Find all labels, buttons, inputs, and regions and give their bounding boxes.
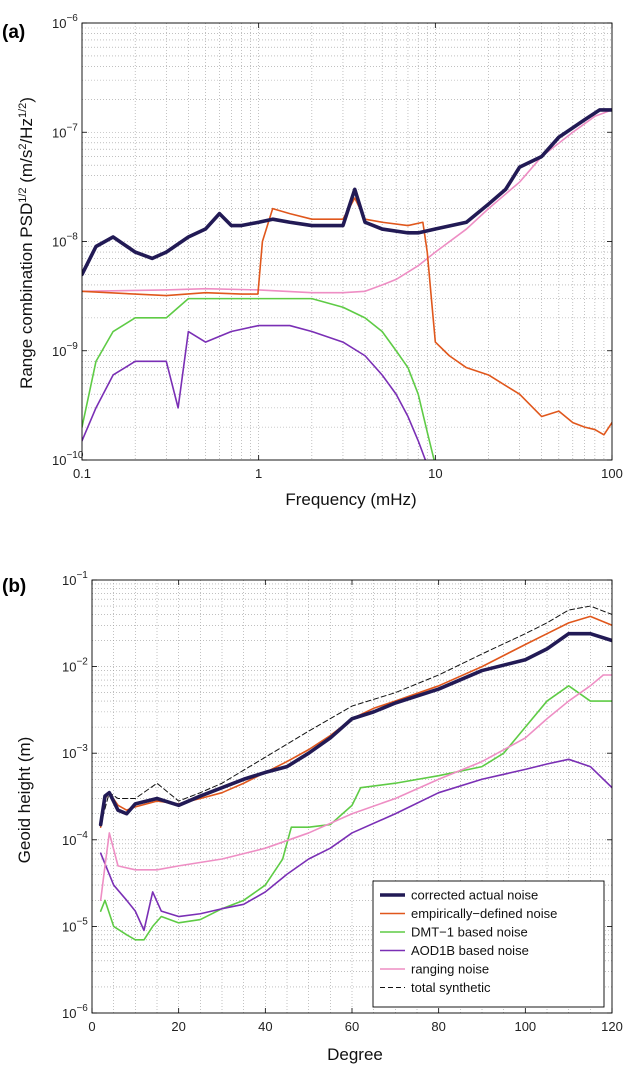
series-line-aod [99,758,612,932]
legend-label-dmt: DMT−1 based noise [411,925,528,940]
panel-a-x-tick-labels: 0.1 1 10 100 [73,23,623,481]
panel-a: (a) 0.1 1 10 100 10−10 10−9 10−8 10−7 10−6 Freq… [2,13,623,509]
legend-label-corrected: corrected actual noise [411,888,538,903]
y-tick-label: 10−4 [62,830,88,848]
panel-b-label: (b) [2,576,26,597]
series-line-empirical [99,615,612,828]
panel-a-y-axis-label: Range combination PSD1/2 (m/s2/Hz1/2) [17,97,36,389]
x-tick-label: 60 [345,1019,359,1034]
y-tick-label: 10−6 [52,13,78,31]
y-tick-label: 10−6 [62,1003,88,1021]
series-line-aod [82,324,427,460]
panel-a-series [82,108,612,460]
x-tick-label: 120 [601,1019,623,1034]
series-line-empirical [82,197,612,436]
x-tick-label: 40 [258,1019,272,1034]
x-tick-label: 10 [428,466,442,481]
legend-label-aod: AOD1B based noise [411,943,529,958]
series-line-corrected [82,108,612,277]
panel-b-series [98,605,612,941]
legend-label-ranging: ranging noise [411,962,489,977]
y-tick-label: 10−3 [62,743,88,761]
x-tick-label: 100 [601,466,623,481]
y-tick-label: 10−8 [52,232,78,250]
panel-a-y-tick-labels: 10−10 10−9 10−8 10−7 10−6 [52,13,612,468]
series-line-corrected [98,631,612,827]
series-line-ranging [99,674,612,902]
x-tick-label: 1 [255,466,262,481]
y-tick-label: 10−2 [62,657,88,675]
x-tick-label: 0 [88,1019,95,1034]
panel-a-x-axis-label: Frequency (mHz) [285,490,416,509]
x-tick-label: 100 [514,1019,536,1034]
panel-a-label: (a) [2,22,25,43]
y-tick-label: 10−9 [52,341,78,359]
series-line-dmt [82,297,435,460]
x-tick-label: 80 [431,1019,445,1034]
legend-label-empirical: empirically−defined noise [411,906,557,921]
panel-b-legend: corrected actual noise empirically−define… [372,880,605,1008]
y-tick-label: 10−5 [62,916,88,934]
panel-a-grid [82,23,612,460]
series-line-total [100,605,612,826]
panel-b-x-tick-labels: 0 20 40 60 80 100 120 [88,580,623,1034]
y-tick-label: 10−1 [62,570,88,588]
x-tick-label: 0.1 [73,466,91,481]
y-tick-label: 10−10 [52,450,84,468]
panel-b: (b) 0 20 40 60 80 100 120 10−6 10−5 10−4 10−3 10−2… [2,570,623,1064]
panel-b-x-axis-label: Degree [327,1045,383,1064]
legend-label-total: total synthetic [411,980,491,995]
x-tick-label: 20 [171,1019,185,1034]
y-tick-label: 10−7 [52,122,78,140]
series-line-dmt [99,685,612,941]
legend-box [372,880,605,1008]
panel-b-y-axis-label: Geoid height (m) [15,737,34,864]
panel-b-y-tick-labels: 10−6 10−5 10−4 10−3 10−2 10−1 [62,570,612,1021]
